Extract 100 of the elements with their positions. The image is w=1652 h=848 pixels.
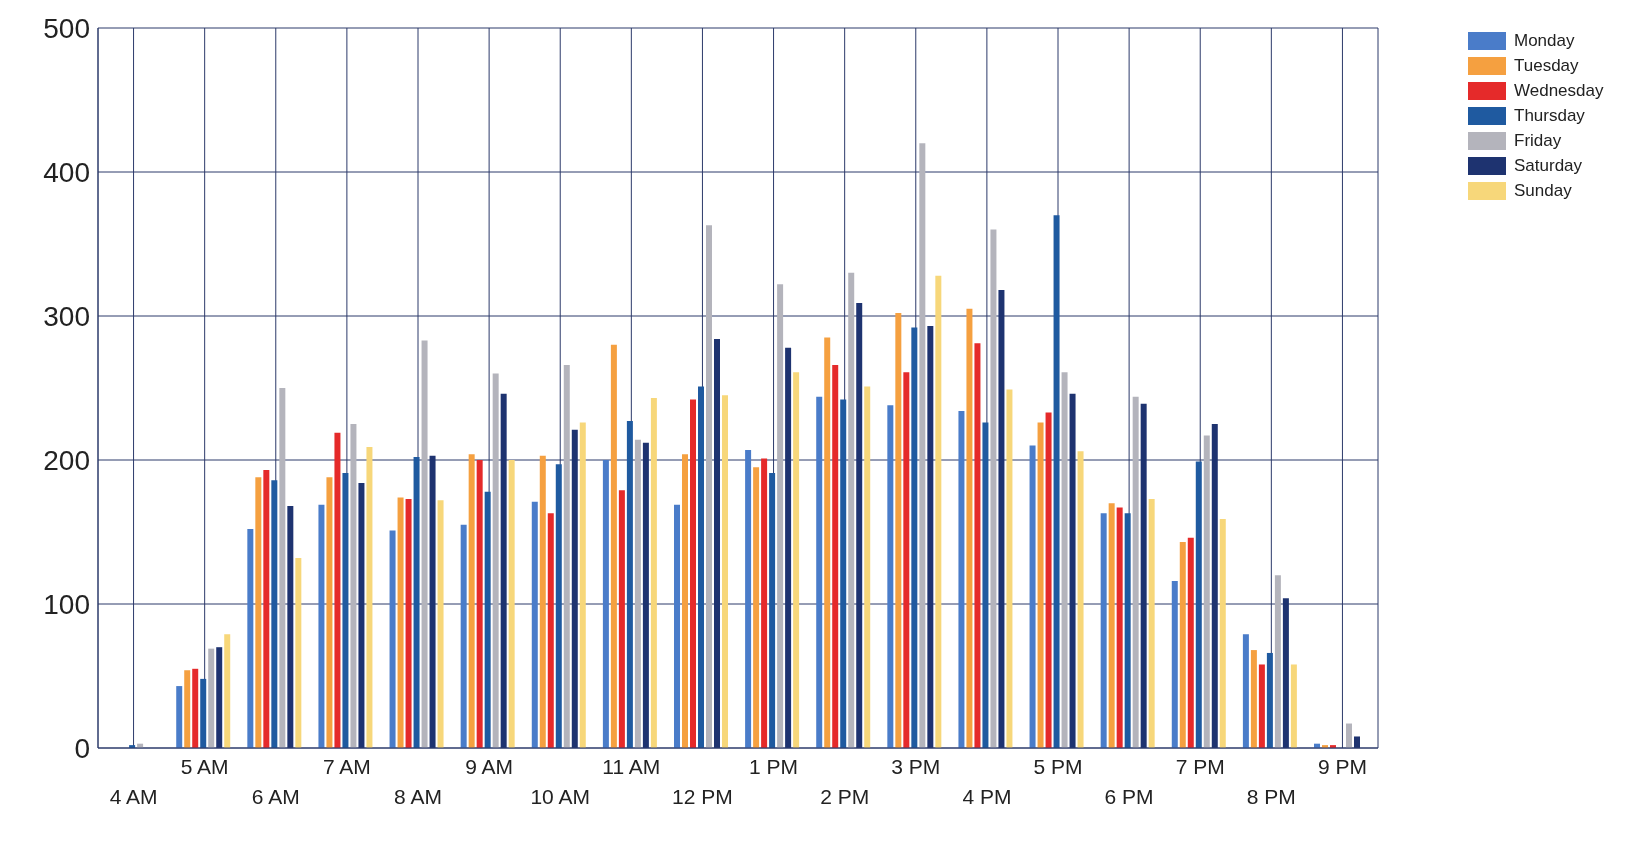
bar — [698, 386, 704, 748]
bar — [634, 439, 641, 748]
x-tick-label: 4 AM — [109, 785, 158, 808]
bar — [919, 143, 926, 748]
bar — [1250, 650, 1257, 748]
bar — [1061, 372, 1068, 748]
bar — [468, 454, 475, 748]
bar — [460, 524, 467, 748]
bar — [184, 670, 191, 748]
bar — [1077, 451, 1084, 748]
bar — [887, 405, 894, 748]
bar — [271, 480, 278, 748]
bar — [911, 327, 918, 748]
bar — [1258, 664, 1265, 748]
bar — [366, 447, 373, 748]
bar — [413, 457, 420, 748]
bar — [824, 337, 831, 748]
legend-label: Saturday — [1514, 155, 1583, 176]
bar — [1124, 513, 1131, 748]
bar — [555, 464, 562, 748]
bar — [1006, 389, 1013, 748]
bar — [785, 347, 792, 748]
bar — [476, 460, 483, 748]
bar — [816, 396, 823, 748]
bar — [895, 313, 902, 748]
y-tick-label: 400 — [43, 156, 90, 188]
bar — [650, 398, 657, 748]
bar — [247, 529, 254, 748]
bar — [1274, 575, 1281, 748]
bar — [1219, 519, 1226, 748]
bar — [429, 455, 436, 748]
bar — [722, 395, 728, 748]
bar — [982, 422, 989, 748]
bar — [208, 648, 215, 748]
bar — [602, 460, 609, 748]
y-tick-label: 200 — [43, 444, 90, 476]
bar — [508, 460, 515, 748]
bar — [769, 472, 776, 748]
bar — [192, 668, 199, 748]
bar — [326, 477, 333, 748]
bar — [405, 498, 412, 748]
bar — [856, 303, 863, 748]
bar — [579, 422, 586, 748]
bar — [840, 399, 847, 748]
bar — [1266, 652, 1273, 748]
bar — [295, 557, 302, 748]
legend-label: Sunday — [1514, 180, 1572, 201]
x-tick-label: 7 AM — [322, 755, 371, 778]
y-tick-label: 500 — [43, 12, 90, 44]
bar — [935, 275, 942, 748]
bar — [682, 454, 688, 748]
bar — [706, 225, 712, 748]
bar — [1354, 736, 1360, 748]
bar — [832, 364, 839, 748]
bar — [1045, 412, 1052, 748]
bar — [998, 290, 1005, 748]
bar — [1179, 542, 1186, 748]
bar — [1037, 422, 1044, 748]
y-tick-label: 300 — [43, 300, 90, 332]
bar — [903, 372, 910, 748]
bar — [437, 500, 444, 748]
bar — [255, 477, 262, 748]
bar — [864, 386, 871, 748]
bar — [777, 284, 784, 748]
bar — [279, 388, 286, 748]
x-tick-label: 11 AM — [602, 755, 661, 778]
bar — [263, 470, 270, 748]
bar — [974, 343, 981, 748]
bar — [745, 449, 752, 748]
bar — [563, 364, 570, 748]
x-tick-label: 7 PM — [1175, 755, 1225, 778]
bar — [1148, 498, 1155, 748]
bar — [334, 432, 341, 748]
x-tick-label: 4 PM — [962, 785, 1012, 808]
bar — [761, 458, 768, 748]
bar — [753, 467, 760, 748]
bar — [714, 339, 720, 748]
legend-label: Monday — [1514, 30, 1575, 51]
legend-label: Wednesday — [1514, 80, 1604, 101]
bar — [358, 483, 365, 748]
bar — [610, 344, 617, 748]
bar — [1029, 445, 1036, 748]
bar — [200, 678, 207, 748]
bar — [1195, 461, 1202, 748]
bar — [626, 421, 633, 748]
legend-label: Friday — [1514, 130, 1562, 151]
bar — [966, 308, 973, 748]
x-tick-label: 9 AM — [465, 755, 514, 778]
bar — [1100, 513, 1107, 748]
x-tick-label: 1 PM — [749, 755, 799, 778]
bar — [421, 340, 428, 748]
x-tick-label: 6 PM — [1104, 785, 1154, 808]
bar — [492, 373, 499, 748]
bar — [1132, 396, 1139, 748]
bar — [484, 491, 491, 748]
bar — [927, 326, 934, 748]
x-tick-label: 9 PM — [1317, 755, 1367, 778]
bar — [342, 472, 349, 748]
bar — [500, 393, 507, 748]
bar — [539, 455, 546, 748]
